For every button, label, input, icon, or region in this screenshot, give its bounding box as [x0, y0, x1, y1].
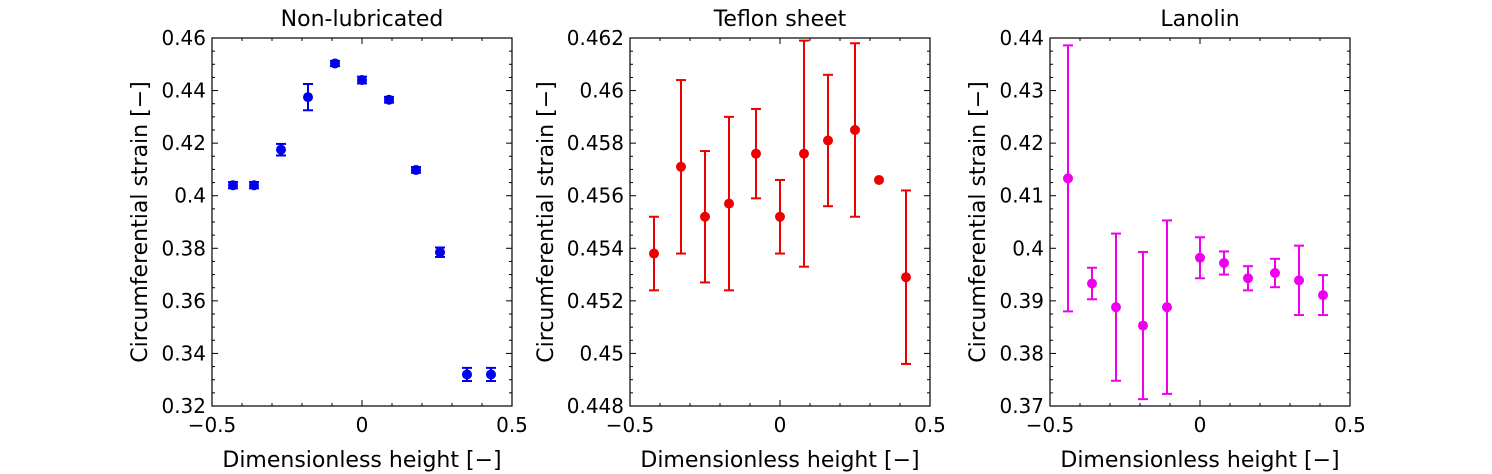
y-axis-label: Circumferential strain [−]: [128, 81, 153, 362]
x-tick-label: 0: [356, 413, 369, 437]
data-point: [228, 180, 238, 191]
x-axis-label: Dimensionless height [−]: [640, 448, 919, 473]
y-tick-label: 0.456: [567, 184, 624, 208]
y-tick-label: 0.36: [161, 289, 206, 313]
data-point: [724, 198, 734, 209]
data-point: [1318, 290, 1328, 301]
y-tick-label: 0.34: [161, 341, 206, 365]
y-tick-label: 0.44: [999, 26, 1044, 50]
y-tick-label: 0.41: [999, 184, 1044, 208]
data-point: [1219, 258, 1229, 269]
data-point: [901, 272, 911, 283]
data-point: [1294, 275, 1304, 286]
x-tick-label: 0: [774, 413, 787, 437]
y-tick-label: 0.39: [999, 289, 1044, 313]
data-point: [775, 211, 785, 222]
y-tick-label: 0.42: [999, 131, 1044, 155]
data-point: [751, 148, 761, 159]
x-tick-label: −0.5: [1026, 413, 1075, 437]
y-tick-label: 0.38: [999, 341, 1044, 365]
data-point: [303, 92, 313, 103]
data-point: [276, 144, 286, 155]
data-point: [874, 174, 884, 185]
x-tick-label: 0.5: [914, 413, 946, 437]
y-tick-label: 0.44: [161, 79, 206, 103]
y-axis-label: Circumferential strain [−]: [966, 81, 991, 362]
y-tick-label: 0.452: [567, 289, 624, 313]
panel-title: Teflon sheet: [713, 7, 847, 32]
data-point: [1138, 320, 1148, 331]
x-axis-label: Dimensionless height [−]: [222, 448, 501, 473]
y-tick-label: 0.462: [567, 26, 624, 50]
plot-frame: [211, 37, 513, 407]
data-point: [462, 369, 472, 380]
data-point: [649, 248, 659, 259]
y-tick-label: 0.454: [567, 236, 624, 260]
panel-lanolin: Lanolin Dimensionless height [−] Circumf…: [966, 7, 1366, 473]
x-tick-label: −0.5: [606, 413, 655, 437]
y-tick-label: 0.37: [999, 394, 1044, 418]
data-point: [435, 247, 445, 258]
y-tick-label: 0.448: [567, 394, 624, 418]
data-point: [1087, 278, 1097, 289]
panel-non-lubricated: Non-lubricated Dimensionless height [−] …: [128, 7, 528, 473]
y-tick-label: 0.4: [1012, 236, 1044, 260]
y-tick-label: 0.458: [567, 131, 624, 155]
y-tick-label: 0.43: [999, 79, 1044, 103]
y-tick-label: 0.46: [579, 79, 624, 103]
plot-frame: [1049, 37, 1351, 407]
data-point: [357, 75, 367, 86]
data-point: [1243, 273, 1253, 284]
panel-title: Lanolin: [1160, 7, 1239, 32]
data-point: [1270, 267, 1280, 278]
data-point: [1195, 252, 1205, 263]
data-point: [486, 369, 496, 380]
y-tick-label: 0.4: [174, 184, 206, 208]
x-tick-label: −0.5: [188, 413, 237, 437]
data-point: [850, 125, 860, 135]
data-point: [249, 180, 259, 191]
data-point: [1162, 302, 1172, 313]
x-tick-label: 0.5: [1334, 413, 1366, 437]
data-point: [384, 94, 394, 105]
y-tick-label: 0.38: [161, 236, 206, 260]
y-tick-label: 0.32: [161, 394, 206, 418]
data-point: [676, 161, 686, 172]
y-tick-label: 0.46: [161, 26, 206, 50]
y-tick-label: 0.45: [579, 341, 624, 365]
data-point: [799, 148, 809, 159]
panel-teflon-sheet: Teflon sheet Dimensionless height [−] Ci…: [534, 7, 946, 473]
data-point: [823, 135, 833, 146]
data-point: [330, 58, 340, 69]
data-point: [411, 164, 421, 175]
x-axis-label: Dimensionless height [−]: [1060, 448, 1339, 473]
x-tick-label: 0.5: [496, 413, 528, 437]
y-axis-label: Circumferential strain [−]: [534, 81, 559, 362]
panel-title: Non-lubricated: [281, 7, 444, 32]
data-point: [1111, 302, 1121, 313]
y-tick-label: 0.42: [161, 131, 206, 155]
data-point: [1063, 173, 1073, 184]
x-tick-label: 0: [1194, 413, 1207, 437]
data-point: [700, 211, 710, 222]
